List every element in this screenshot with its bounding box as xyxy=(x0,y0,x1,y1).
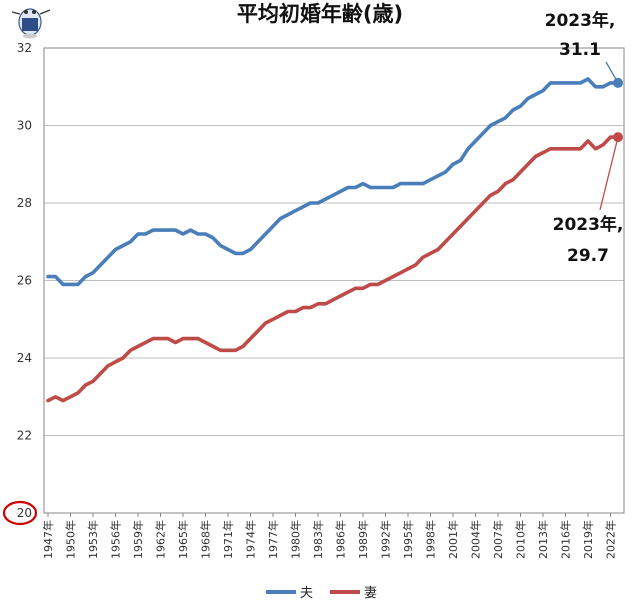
x-tick-label: 1992年 xyxy=(379,520,393,559)
chart-title: 平均初婚年齢(歳) xyxy=(237,2,403,26)
x-tick-label: 1950年 xyxy=(64,520,78,559)
annotation-label-value: 29.7 xyxy=(567,246,609,266)
x-tick-label: 2001年 xyxy=(446,520,460,559)
x-tick-label: 2013年 xyxy=(536,520,550,559)
x-tick-label: 1956年 xyxy=(109,520,123,559)
y-tick-label: 20 xyxy=(17,506,32,520)
y-tick-label: 32 xyxy=(17,41,32,55)
annotation-marker xyxy=(613,132,623,143)
x-tick-label: 2010年 xyxy=(514,520,528,559)
series-line-wife xyxy=(46,135,620,403)
x-tick-label: 1965年 xyxy=(176,520,190,559)
annotation-label-year: 2023年, xyxy=(553,214,624,235)
y-tick-labels: 20 22 24 26 28 30 32 xyxy=(17,41,32,520)
x-tick-label: 2004年 xyxy=(469,520,483,559)
x-tick-label: 1971年 xyxy=(221,520,235,559)
x-tick-label: 1980年 xyxy=(289,520,303,559)
x-tick-label: 2019年 xyxy=(581,520,595,559)
series-line-husband xyxy=(46,77,620,287)
x-tick-label: 1962年 xyxy=(154,520,168,559)
annotation-layer: 2023年, 31.1 2023年, 29.7 xyxy=(545,10,624,266)
x-tick-label: 1998年 xyxy=(424,520,438,559)
y-tick-label: 30 xyxy=(17,119,32,133)
x-tick-label: 2016年 xyxy=(559,520,573,559)
y-tick-label: 28 xyxy=(17,196,32,210)
annotation-marker xyxy=(613,77,623,88)
plot-area-frame xyxy=(43,47,625,514)
y-axis-minimum-highlight-circle xyxy=(2,500,38,526)
x-tick-label: 1989年 xyxy=(356,520,370,559)
y-tick-label: 26 xyxy=(17,274,32,288)
x-tick-label: 1947年 xyxy=(41,520,55,559)
x-tick-label: 1953年 xyxy=(86,520,100,559)
mascot-icon xyxy=(11,8,51,39)
series-layer xyxy=(46,77,620,403)
x-tick-label: 1995年 xyxy=(401,520,415,559)
legend-label-husband: 夫 xyxy=(300,586,313,600)
x-tick-label: 1968年 xyxy=(199,520,213,559)
annotation-leader-line xyxy=(599,136,619,211)
annotation-label-value: 31.1 xyxy=(559,40,601,60)
x-tick-label: 2007年 xyxy=(491,520,505,559)
y-tick-label: 24 xyxy=(17,351,32,365)
legend-label-wife: 妻 xyxy=(364,586,377,600)
x-tick-label: 2022年 xyxy=(604,520,618,559)
x-tick-label: 1986年 xyxy=(334,520,348,559)
x-tick-labels: 1947年 1950年 1953年 1956年 1959年 1962年 1965年 1968年… xyxy=(41,513,618,559)
x-tick-label: 1977年 xyxy=(266,520,280,559)
y-tick-label: 22 xyxy=(17,429,32,443)
x-tick-label: 1974年 xyxy=(244,520,258,559)
x-tick-label: 1959年 xyxy=(131,520,145,559)
legend: 夫 妻 xyxy=(266,586,377,600)
x-tick-label: 1983年 xyxy=(311,520,325,559)
annotation-label-year: 2023年, xyxy=(545,10,616,31)
